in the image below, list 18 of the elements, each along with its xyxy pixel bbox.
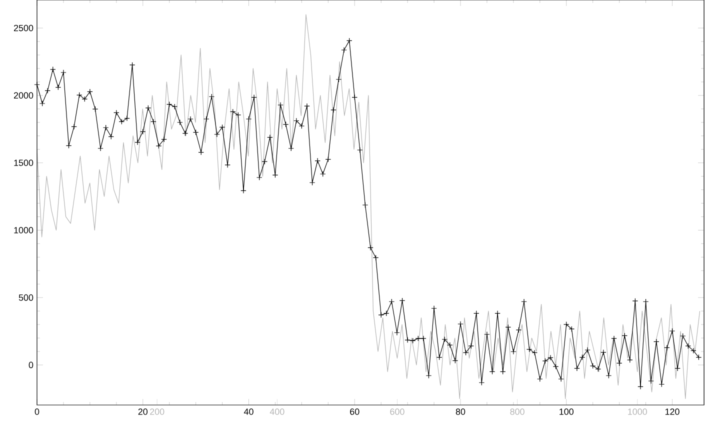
y-tick-label: 500: [18, 294, 34, 301]
x-tick-label: 100: [560, 408, 574, 415]
y-tick-label: 0: [28, 362, 34, 368]
y-tick-label: 1000: [14, 227, 34, 234]
x-tick-label: 40: [244, 408, 254, 415]
x2-tick-label: 1000: [628, 408, 647, 415]
x-tick-label: 120: [665, 408, 680, 415]
x2-tick-label: 400: [270, 408, 284, 415]
y-tick-label: 2500: [14, 24, 34, 32]
x2-tick-label: 800: [510, 408, 524, 415]
x-tick-label: 0: [34, 408, 40, 415]
x-tick-label: 80: [456, 408, 466, 415]
y-tick-label: 1500: [14, 160, 34, 166]
y-tick-label: 2000: [14, 92, 34, 99]
x-tick-label: 20: [138, 408, 148, 415]
x-tick-label: 60: [350, 408, 360, 415]
x2-tick-label: 600: [390, 408, 404, 415]
x2-tick-label: 200: [150, 408, 164, 415]
